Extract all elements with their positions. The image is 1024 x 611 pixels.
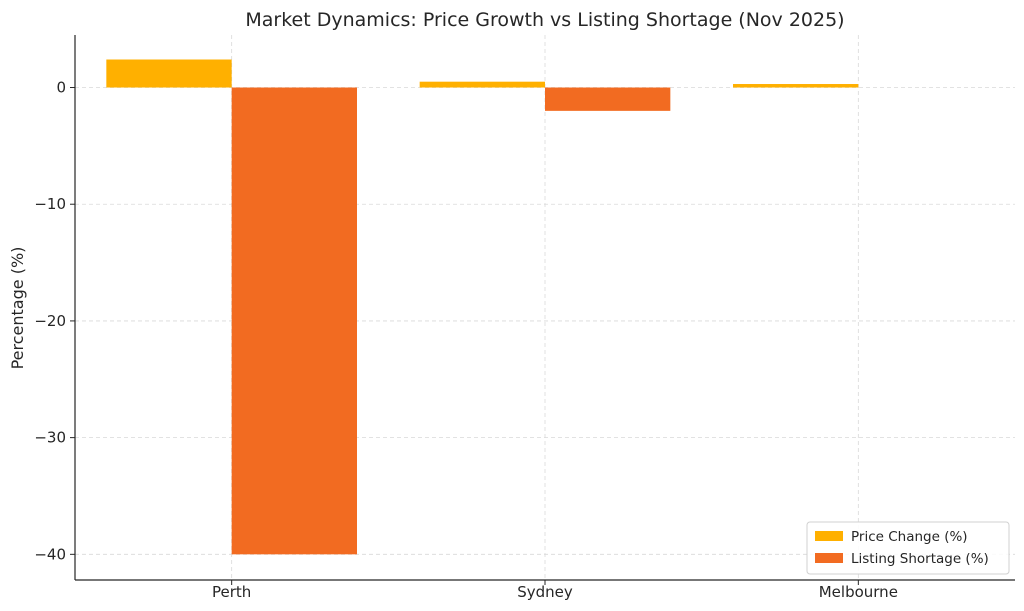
x-tick-label: Melbourne [819,583,898,601]
legend: Price Change (%) Listing Shortage (%) [806,521,1010,575]
x-tick-label: Sydney [517,583,573,601]
y-tick-label: −40 [34,545,66,563]
y-tick-label: 0 [56,79,66,97]
y-axis-label: Percentage (%) [8,247,27,370]
grid-layer [75,35,1015,580]
axis-layer: 0 −10 −20 −30 −40 Perth Sydney Melbourne [34,35,1015,601]
legend-swatch [815,531,843,541]
x-tick-label: Perth [212,583,251,601]
legend-swatch [815,553,843,563]
legend-label: Price Change (%) [851,529,968,545]
bar-sydney-series-2 [545,87,671,111]
bar-sydney-series-1 [419,81,545,88]
bar-layer [106,59,859,555]
y-tick-label: −10 [34,195,66,213]
bar-perth-series-1 [106,59,232,88]
legend-label: Listing Shortage (%) [851,551,989,567]
y-tick-label: −30 [34,429,66,447]
bar-melbourne-series-1 [733,84,859,88]
legend-frame [806,521,1010,575]
chart-title: Market Dynamics: Price Growth vs Listing… [245,9,844,31]
bar-perth-series-2 [231,87,357,555]
y-tick-label: −20 [34,312,66,330]
